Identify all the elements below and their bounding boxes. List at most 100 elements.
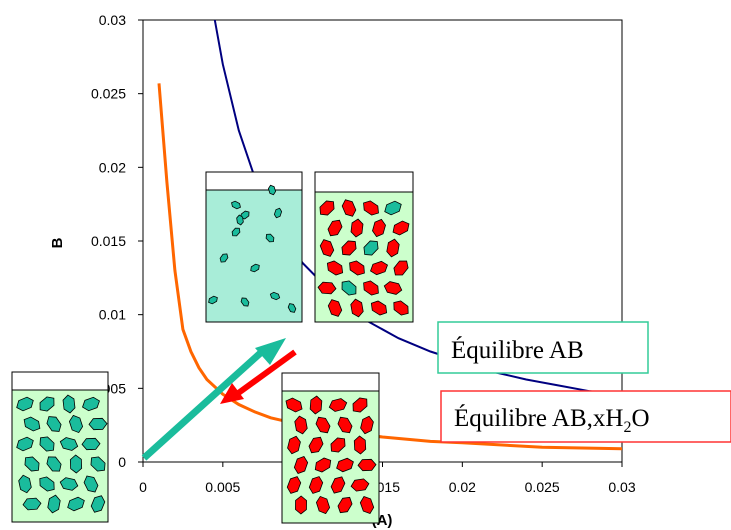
x-tick-label: 0 [139,479,147,495]
svg-text:Équilibre AB: Équilibre AB [451,336,584,364]
particle-teal [231,200,241,210]
y-tick-label: 0.01 [99,307,126,323]
particle-teal [363,240,379,256]
legend-ab-text: Équilibre AB [451,336,584,364]
legend-hydrate: Équilibre AB,xH2O [440,390,731,443]
particle-teal [62,394,76,414]
particle-red [293,456,309,474]
particle-red [352,397,368,413]
x-tick-label: 0.02 [449,479,476,495]
particle-teal [81,437,101,451]
particle-red [341,199,357,217]
particle-red [309,395,323,415]
x-tick-label: 0.03 [608,479,635,495]
particle-red [363,280,379,296]
particle-red [319,239,335,257]
particle-teal [47,494,61,514]
particle-red [308,476,324,494]
particle-teal [16,436,34,452]
particle-red [317,281,337,295]
beaker-hydrate [281,372,380,524]
particle-red [359,496,375,514]
particle-teal [83,475,99,493]
particle-teal [90,495,106,513]
particle-teal [250,263,260,273]
particle-red [349,260,365,276]
particle-teal [384,200,402,216]
particle-red [330,437,346,453]
particle-red [330,476,346,494]
particle-teal [69,454,83,474]
particle-red [350,218,364,238]
particle-teal [219,253,229,263]
particle-red [360,415,374,435]
x-tick-label: 0.005 [205,479,240,495]
particle-red [328,398,348,412]
particle-red [315,495,331,515]
particle-red [336,457,354,473]
arrow-red [220,349,297,404]
legend-ab: Équilibre AB [437,321,649,374]
particle-teal [67,496,85,512]
particle-red [350,298,364,318]
y-tick-label: 0 [118,454,126,470]
particle-teal [82,396,100,412]
particle-red [350,478,370,492]
particle-red [337,416,353,434]
particle-teal [59,477,79,491]
particle-red [326,260,344,276]
particle-teal [46,416,62,432]
particle-red [327,219,343,237]
particle-teal [16,396,34,412]
particle-teal [22,497,42,511]
particle-teal [236,214,244,226]
particle-teal [240,297,250,307]
particle-red [295,495,307,515]
particle-teal [208,295,218,305]
particle-teal [231,227,241,237]
particle-teal [39,476,55,492]
particle-red [370,300,388,316]
particle-red [319,200,335,216]
particle-red [353,435,367,455]
particle-teal [39,396,55,412]
series-line-2 [157,83,623,451]
legend-hydrate-sub: 2 [623,419,631,436]
particle-teal [59,437,79,451]
y-tick-label: 0.02 [99,159,126,175]
particle-teal [23,416,41,432]
particle-red [285,397,303,413]
particle-red [393,260,409,276]
particle-red [315,416,331,434]
particle-red [393,300,409,316]
particle-teal [88,417,108,431]
particle-teal [24,456,40,472]
svg-text:Équilibre AB,xH2O: Équilibre AB,xH2O [454,404,650,436]
particle-red [327,299,343,317]
y-tick-label: 0.03 [99,12,126,28]
particle-red [287,435,301,455]
x-tick-label: 0.025 [525,479,560,495]
particle-teal [287,303,297,313]
particle-teal [273,207,283,219]
particle-teal [265,233,275,243]
beaker-concentrated-ab [11,371,109,523]
particle-red [392,220,410,236]
beaker-mixed [314,171,414,323]
particle-red [363,200,379,216]
arrow-teal [141,338,286,461]
y-axis-label: B [49,237,66,248]
legend-hydrate-tail: O [631,405,649,432]
particle-red [286,476,302,494]
y-tick-label: 0.015 [91,233,126,249]
particle-teal [267,184,277,196]
particle-red [294,415,308,435]
particle-teal [269,291,281,301]
particle-red [372,218,386,238]
particle-red [357,458,377,472]
particle-red [383,281,403,295]
beaker-dilute-ab [205,171,303,323]
particle-red [337,496,353,514]
